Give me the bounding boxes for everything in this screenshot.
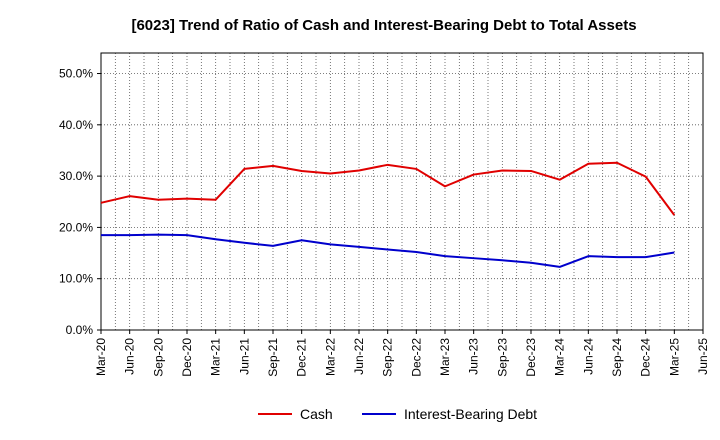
x-tick-label: Mar-22 <box>323 338 337 376</box>
y-tick-label: 40.0% <box>59 118 93 132</box>
series-line-interest-bearing-debt <box>101 233 675 268</box>
plot-area <box>100 52 704 331</box>
y-axis: 0.0% 10.0% 20.0% 30.0% 40.0% 50.0% <box>59 67 101 337</box>
legend-label: Cash <box>300 406 333 422</box>
y-tick-label: 10.0% <box>59 272 93 286</box>
x-tick-label: Jun-20 <box>123 338 137 375</box>
grid-lines <box>101 53 703 330</box>
x-tick-label: Mar-25 <box>667 338 681 376</box>
x-axis: Mar-20 Jun-20 Sep-20 Dec-20 Mar-21 Jun-21 Sep-… <box>94 330 710 377</box>
chart-title: [6023] Trend of Ratio of Cash and Intere… <box>131 17 636 34</box>
y-tick-label: 20.0% <box>59 220 93 234</box>
x-tick-label: Sep-23 <box>495 338 509 377</box>
x-tick-label: Jun-22 <box>352 338 366 375</box>
x-tick-label: Mar-23 <box>438 338 452 376</box>
y-tick-label: 30.0% <box>59 169 93 183</box>
x-tick-label: Mar-21 <box>209 338 223 376</box>
x-tick-label: Sep-22 <box>381 338 395 377</box>
x-tick-label: Jun-24 <box>581 338 595 375</box>
x-tick-label: Mar-20 <box>94 338 108 376</box>
x-tick-label: Dec-22 <box>409 338 423 377</box>
y-tick-label: 50.0% <box>59 67 93 81</box>
x-tick-label: Dec-24 <box>639 338 653 377</box>
x-tick-label: Sep-24 <box>610 338 624 377</box>
series-line-cash <box>100 161 676 216</box>
x-tick-label: Jun-21 <box>237 338 251 375</box>
series-lines <box>100 161 676 268</box>
x-tick-label: Dec-21 <box>295 338 309 377</box>
x-tick-label: Jun-25 <box>696 338 710 375</box>
x-tick-label: Dec-20 <box>180 338 194 377</box>
legend: Cash Interest-Bearing Debt <box>258 406 537 422</box>
x-tick-label: Sep-21 <box>266 338 280 377</box>
y-tick-label: 0.0% <box>66 323 94 337</box>
x-tick-label: Jun-23 <box>467 338 481 375</box>
x-tick-label: Sep-20 <box>151 338 165 377</box>
x-tick-label: Mar-24 <box>553 338 567 376</box>
x-tick-label: Dec-23 <box>524 338 538 377</box>
legend-label: Interest-Bearing Debt <box>404 406 537 422</box>
